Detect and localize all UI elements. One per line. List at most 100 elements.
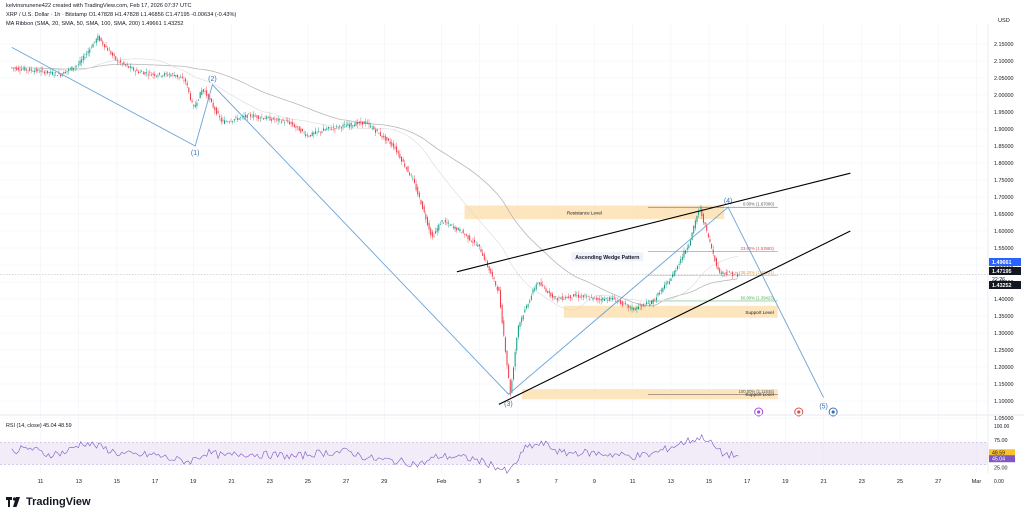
candle-body <box>407 166 409 173</box>
candle-body <box>451 224 453 226</box>
candle-body <box>219 115 221 118</box>
candle-body <box>511 380 513 393</box>
y-tick-label: 1.10000 <box>994 399 1014 405</box>
candle-body <box>459 229 461 232</box>
candle-body <box>11 67 13 69</box>
candle-body <box>89 49 91 53</box>
candle-body <box>82 55 84 61</box>
event-icon-dot <box>831 410 835 414</box>
candle-body <box>147 74 149 76</box>
candle-body <box>436 228 438 232</box>
currency-label: USD <box>998 18 1010 24</box>
candle-body <box>685 250 687 254</box>
tradingview-icon <box>6 497 20 507</box>
candle-body <box>24 67 26 71</box>
candle-body <box>149 71 151 73</box>
x-tick-label: 11 <box>630 479 636 485</box>
x-tick-label: 13 <box>668 479 674 485</box>
candle-body <box>519 322 521 328</box>
candle-body <box>651 300 653 305</box>
candle-body <box>535 284 537 290</box>
candle-body <box>383 136 385 138</box>
candle-body <box>81 59 83 63</box>
candle-body <box>663 284 665 289</box>
candle-body <box>683 250 685 258</box>
candle-body <box>112 52 114 56</box>
candle-body <box>159 72 161 75</box>
candle-body <box>310 134 312 137</box>
candle-body <box>136 69 138 71</box>
candle-body <box>538 282 540 285</box>
candle-body <box>180 77 182 79</box>
candle-body <box>42 69 44 71</box>
candle-body <box>612 297 614 300</box>
candle-body <box>391 142 393 146</box>
candle-body <box>730 273 732 274</box>
y-tick-label: 1.35000 <box>994 314 1014 320</box>
candle-body <box>662 287 664 292</box>
candle-body <box>196 102 198 106</box>
x-tick-label: 9 <box>593 479 596 485</box>
header-symbol: XRP / U.S. Dollar · 1h · Bitstamp O1.478… <box>6 12 237 18</box>
candle-body <box>139 71 141 73</box>
candle-body <box>446 222 448 224</box>
candle-body <box>366 122 368 124</box>
y-tick-label: 1.65000 <box>994 212 1014 218</box>
candle-body <box>579 296 581 298</box>
candle-body <box>349 124 351 128</box>
fib-label: 38.20% (1.46931) <box>741 270 775 275</box>
candle-body <box>430 228 432 236</box>
candle-body <box>47 70 49 74</box>
zone-rect <box>464 205 725 220</box>
candle-body <box>66 70 68 72</box>
candle-body <box>433 236 435 237</box>
y-tick-label: 1.05000 <box>994 416 1014 422</box>
candle-body <box>228 121 230 123</box>
candle-body <box>676 266 678 270</box>
candle-body <box>672 274 674 277</box>
candle-body <box>86 53 88 55</box>
candle-body <box>69 68 71 69</box>
candle-body <box>324 129 326 131</box>
candle-body <box>45 72 47 74</box>
candle-body <box>326 128 328 130</box>
candle-body <box>423 206 425 213</box>
x-tick-label: 27 <box>343 479 349 485</box>
candle-body <box>613 297 615 300</box>
axes: 2.15000 2.10000 2.05000 2.00000 1.95000 1.900… <box>0 18 1024 485</box>
candle-body <box>558 297 560 299</box>
candle-body <box>712 249 714 254</box>
candle-body <box>618 300 620 302</box>
y-tick-label: 1.55000 <box>994 246 1014 252</box>
candle-body <box>167 74 169 76</box>
candle-body <box>439 224 441 225</box>
candle-body <box>280 121 282 123</box>
candle-body <box>360 121 362 124</box>
candle-body <box>693 225 695 234</box>
candle-body <box>704 222 706 225</box>
candle-body <box>162 75 164 77</box>
candle-body <box>40 70 42 73</box>
y-tick-label: 2.15000 <box>994 42 1014 48</box>
candle-body <box>198 99 200 101</box>
candle-body <box>702 214 704 223</box>
candle-body <box>99 35 101 41</box>
candle-body <box>394 147 396 149</box>
candle-body <box>79 60 81 65</box>
candle-body <box>121 63 123 65</box>
fib-levels: 0.00% (1.67000) 23.60% (1.53983) 38.20% (1… <box>647 202 778 395</box>
candle-body <box>548 291 550 293</box>
candle-body <box>56 75 58 77</box>
candle-body <box>525 305 527 309</box>
candle-body <box>301 128 303 131</box>
candle-body <box>600 299 602 301</box>
candle-body <box>449 224 451 226</box>
event-icon-dot <box>757 410 761 414</box>
candle-body <box>230 121 232 122</box>
ma-ribbon <box>11 58 738 311</box>
candle-body <box>482 252 484 256</box>
rsi-tick-label: 100.00 <box>994 424 1010 430</box>
candle-body <box>504 337 506 352</box>
